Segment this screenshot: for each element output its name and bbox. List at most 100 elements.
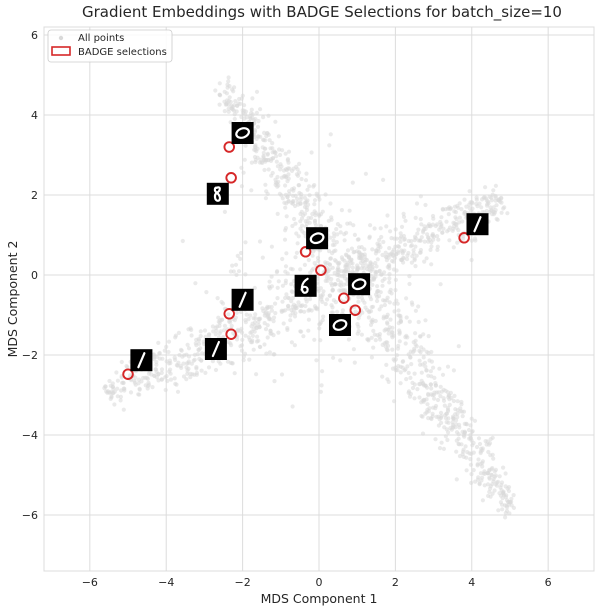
data-point [299, 330, 303, 334]
data-point [388, 325, 392, 329]
data-point [234, 273, 238, 277]
data-point [417, 395, 421, 399]
data-point [375, 295, 379, 299]
data-point [451, 426, 455, 430]
data-point [345, 263, 349, 267]
data-point [184, 377, 188, 381]
data-point [253, 117, 257, 121]
data-point [299, 202, 303, 206]
data-point [414, 216, 418, 220]
digit-thumbnail [348, 273, 370, 295]
data-point [291, 267, 295, 271]
data-point [490, 467, 494, 471]
data-point [431, 412, 435, 416]
data-point [473, 237, 477, 241]
data-point [106, 389, 110, 393]
data-point [360, 266, 364, 270]
data-point [419, 350, 423, 354]
data-point [403, 243, 407, 247]
data-point [111, 385, 115, 389]
data-point [321, 210, 325, 214]
data-point [419, 222, 423, 226]
data-point [268, 146, 272, 150]
data-point [499, 201, 503, 205]
data-point [445, 438, 449, 442]
data-point [377, 238, 381, 242]
data-point [398, 236, 402, 240]
data-point [297, 162, 301, 166]
data-point [439, 282, 443, 286]
data-point [338, 224, 342, 228]
data-point [452, 394, 456, 398]
data-point [146, 386, 150, 390]
data-point [360, 257, 364, 261]
data-point [230, 87, 234, 91]
data-point [433, 437, 437, 441]
data-point [138, 388, 142, 392]
data-point [357, 316, 361, 320]
thumbnail-frame [306, 227, 328, 249]
data-point [386, 296, 390, 300]
data-point [488, 441, 492, 445]
data-point [401, 359, 405, 363]
data-point [129, 390, 133, 394]
data-point [271, 333, 275, 337]
data-point [266, 114, 270, 118]
data-point [387, 280, 391, 284]
data-point [261, 256, 265, 260]
data-point [376, 289, 380, 293]
data-point [416, 304, 420, 308]
data-point [452, 245, 456, 249]
data-point [261, 145, 265, 149]
data-point [385, 377, 389, 381]
data-point [255, 90, 259, 94]
data-point [227, 75, 231, 79]
data-point [332, 249, 336, 253]
data-point [375, 299, 379, 303]
data-point [361, 298, 365, 302]
data-point [387, 246, 391, 250]
data-point [114, 370, 118, 374]
data-point [423, 361, 427, 365]
data-point [296, 241, 300, 245]
data-point [372, 277, 376, 281]
y-tick-label: 6 [31, 29, 38, 42]
data-point [156, 341, 160, 345]
data-point [363, 257, 367, 261]
data-point [213, 88, 217, 92]
data-point [167, 340, 171, 344]
data-point [285, 328, 289, 332]
data-point [468, 457, 472, 461]
data-point [292, 303, 296, 307]
data-point [176, 390, 180, 394]
data-point [296, 167, 300, 171]
data-point [262, 168, 266, 172]
data-point [229, 269, 233, 273]
data-point [356, 295, 360, 299]
data-point [419, 250, 423, 254]
data-point [370, 283, 374, 287]
data-point [203, 371, 207, 375]
data-point [287, 177, 291, 181]
plot-area [44, 27, 594, 571]
data-point [329, 303, 333, 307]
data-point [157, 352, 161, 356]
data-point [250, 96, 254, 100]
data-point [264, 196, 268, 200]
data-point [179, 366, 183, 370]
data-point [381, 178, 385, 182]
data-point [427, 409, 431, 413]
data-point [399, 231, 403, 235]
data-point [283, 206, 287, 210]
data-point [484, 439, 488, 443]
data-point [244, 320, 248, 324]
data-point [489, 484, 493, 488]
data-point [483, 472, 487, 476]
data-point [328, 294, 332, 298]
data-point [408, 376, 412, 380]
data-point [334, 282, 338, 286]
data-point [299, 304, 303, 308]
data-point [388, 229, 392, 233]
y-tick-label: −4 [22, 429, 38, 442]
data-point [488, 453, 492, 457]
